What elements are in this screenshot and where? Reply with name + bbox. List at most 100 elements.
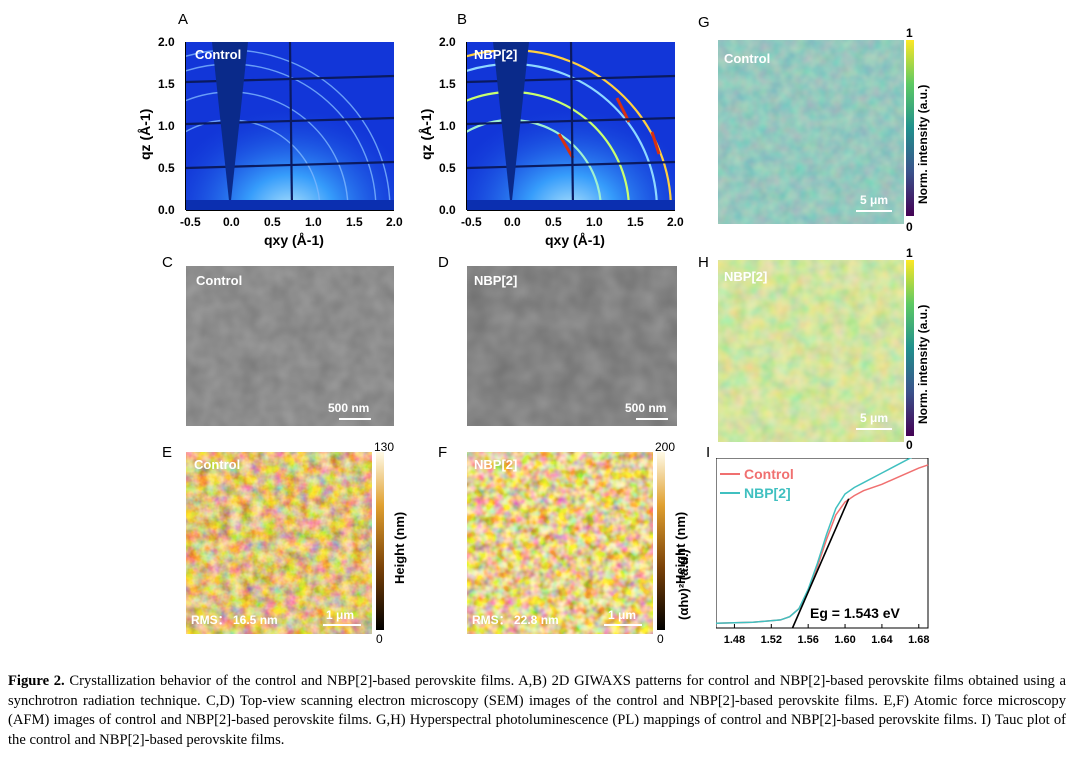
giwaxs-b-ytick: 2.0 xyxy=(439,35,456,49)
pl-cb-g-min: 0 xyxy=(906,220,913,234)
tauc-plot: Control NBP[2] Eg = 1.543 eV 1.48 1.52 1.5… xyxy=(716,458,929,646)
giwaxs-a-xtick: 2.0 xyxy=(386,215,403,229)
panel-letter-i: I xyxy=(706,444,711,461)
tauc-xtick-label: 1.48 xyxy=(724,634,745,646)
tauc-xtick-label: 1.52 xyxy=(761,634,782,646)
afm-nbp-rms: RMS： 22.8 nm xyxy=(472,613,559,627)
tauc-annotation: Eg = 1.543 eV xyxy=(810,605,901,621)
sem-nbp-scalebar xyxy=(636,418,668,420)
giwaxs-control-image xyxy=(186,42,394,210)
pl-cb-h-min: 0 xyxy=(906,438,913,452)
giwaxs-a-ytick: 1.0 xyxy=(158,119,175,133)
afm-control-label: Control xyxy=(194,457,241,472)
pl-nbp-scalebar xyxy=(856,428,892,430)
giwaxs-a-xtick: 0.5 xyxy=(264,215,281,229)
giwaxs-a-xtick: -0.5 xyxy=(180,215,201,229)
giwaxs-b-ylabel: qz (Å-1) xyxy=(418,108,434,160)
afm-cb-e-label: Height (nm) xyxy=(392,511,407,584)
sem-control-image xyxy=(186,266,394,426)
afm-control-image xyxy=(186,452,372,634)
afm-cb-f-max: 200 xyxy=(655,440,676,454)
sem-nbp-scalebar-text: 500 nm xyxy=(625,401,667,415)
giwaxs-a-ylabel: qz (Å-1) xyxy=(137,108,153,160)
giwaxs-a-xtick: 1.5 xyxy=(346,215,363,229)
pl-cb-h-max: 1 xyxy=(906,246,913,260)
afm-control-scalebar xyxy=(323,624,361,626)
sem-nbp-label: NBP[2] xyxy=(474,273,518,288)
giwaxs-b-x-axis xyxy=(467,210,675,211)
afm-cb-e-max: 130 xyxy=(374,440,395,454)
afm-nbp-scalebar-text: 1 μm xyxy=(608,608,637,622)
tauc-legend-nbp: NBP[2] xyxy=(744,485,791,501)
pl-nbp-label: NBP[2] xyxy=(724,269,768,284)
panel-letter-h: H xyxy=(698,254,709,271)
pl-control-scalebar xyxy=(856,210,892,212)
tauc-ylabel: (αhν)² (a.u.) xyxy=(676,549,691,620)
afm-nbp-image xyxy=(467,452,653,634)
panel-letter-a: A xyxy=(178,11,189,28)
giwaxs-a-ytick: 0.5 xyxy=(158,161,175,175)
giwaxs-b-ytick: 0.5 xyxy=(439,161,456,175)
pl-control-label: Control xyxy=(724,51,771,66)
pl-colorbar-g xyxy=(906,40,914,216)
sem-control-scalebar-text: 500 nm xyxy=(328,401,370,415)
panel-letter-g: G xyxy=(698,14,710,31)
tauc-xtick-label: 1.56 xyxy=(797,634,818,646)
afm-colorbar-f xyxy=(657,452,665,630)
giwaxs-a-xlabel: qxy (Å-1) xyxy=(264,232,324,248)
afm-control-rms: RMS： 16.5 nm xyxy=(191,613,278,627)
afm-cb-e-min: 0 xyxy=(376,632,383,646)
afm-nbp-scalebar xyxy=(604,624,642,626)
giwaxs-b-ytick: 1.0 xyxy=(439,119,456,133)
giwaxs-b-xtick: -0.5 xyxy=(461,215,482,229)
giwaxs-a-xtick: 0.0 xyxy=(223,215,240,229)
giwaxs-b-y-axis xyxy=(466,42,467,210)
sem-control-scalebar xyxy=(339,418,371,420)
caption-figure-number: Figure 2. xyxy=(8,673,65,689)
sem-control-label: Control xyxy=(196,273,243,288)
pl-cb-g-label: Norm. intensity (a.u.) xyxy=(916,84,930,204)
giwaxs-b-ytick: 1.5 xyxy=(439,77,456,91)
tauc-legend-control: Control xyxy=(744,466,794,482)
panel-letter-d: D xyxy=(438,254,449,271)
giwaxs-b-xtick: 1.5 xyxy=(627,215,644,229)
giwaxs-nbp-image xyxy=(467,42,675,210)
panel-letter-b: B xyxy=(457,11,468,28)
giwaxs-b-xtick: 0.5 xyxy=(545,215,562,229)
caption-text: Crystallization behavior of the control … xyxy=(8,673,1066,748)
tauc-frame xyxy=(716,458,929,629)
pl-map-control xyxy=(718,40,904,224)
giwaxs-b-xtick: 2.0 xyxy=(667,215,684,229)
panel-letter-e: E xyxy=(162,444,173,461)
giwaxs-a-xtick: 1.0 xyxy=(305,215,322,229)
pl-map-nbp xyxy=(718,260,904,442)
tauc-series-nbp xyxy=(716,458,913,624)
giwaxs-a-y-axis xyxy=(185,42,186,210)
pl-cb-g-max: 1 xyxy=(906,26,913,40)
figure-caption: Figure 2. Crystallization behavior of th… xyxy=(8,672,1066,750)
giwaxs-b-xtick: 1.0 xyxy=(586,215,603,229)
giwaxs-a-ytick: 1.5 xyxy=(158,77,175,91)
tauc-xtick-label: 1.64 xyxy=(871,634,893,646)
giwaxs-a-ytick: 2.0 xyxy=(158,35,175,49)
panel-letter-c: C xyxy=(162,254,173,271)
giwaxs-b-xlabel: qxy (Å-1) xyxy=(545,232,605,248)
giwaxs-nbp-label: NBP[2] xyxy=(474,47,518,62)
afm-colorbar-e xyxy=(376,452,384,630)
giwaxs-b-ytick: 0.0 xyxy=(439,203,456,217)
panel-letter-f: F xyxy=(438,444,448,461)
tauc-fit-line xyxy=(791,498,850,629)
afm-nbp-label: NBP[2] xyxy=(474,457,518,472)
pl-colorbar-h xyxy=(906,260,914,436)
giwaxs-a-x-axis xyxy=(186,210,394,211)
afm-control-scalebar-text: 1 μm xyxy=(326,608,355,622)
sem-nbp-image xyxy=(467,266,677,426)
afm-cb-f-min: 0 xyxy=(657,632,664,646)
pl-control-scalebar-text: 5 μm xyxy=(860,193,889,207)
pl-nbp-scalebar-text: 5 μm xyxy=(860,411,889,425)
giwaxs-a-ytick: 0.0 xyxy=(158,203,175,217)
tauc-xtick-label: 1.68 xyxy=(908,634,929,646)
tauc-xtick-label: 1.60 xyxy=(834,634,855,646)
giwaxs-b-xtick: 0.0 xyxy=(504,215,521,229)
giwaxs-control-label: Control xyxy=(195,47,242,62)
